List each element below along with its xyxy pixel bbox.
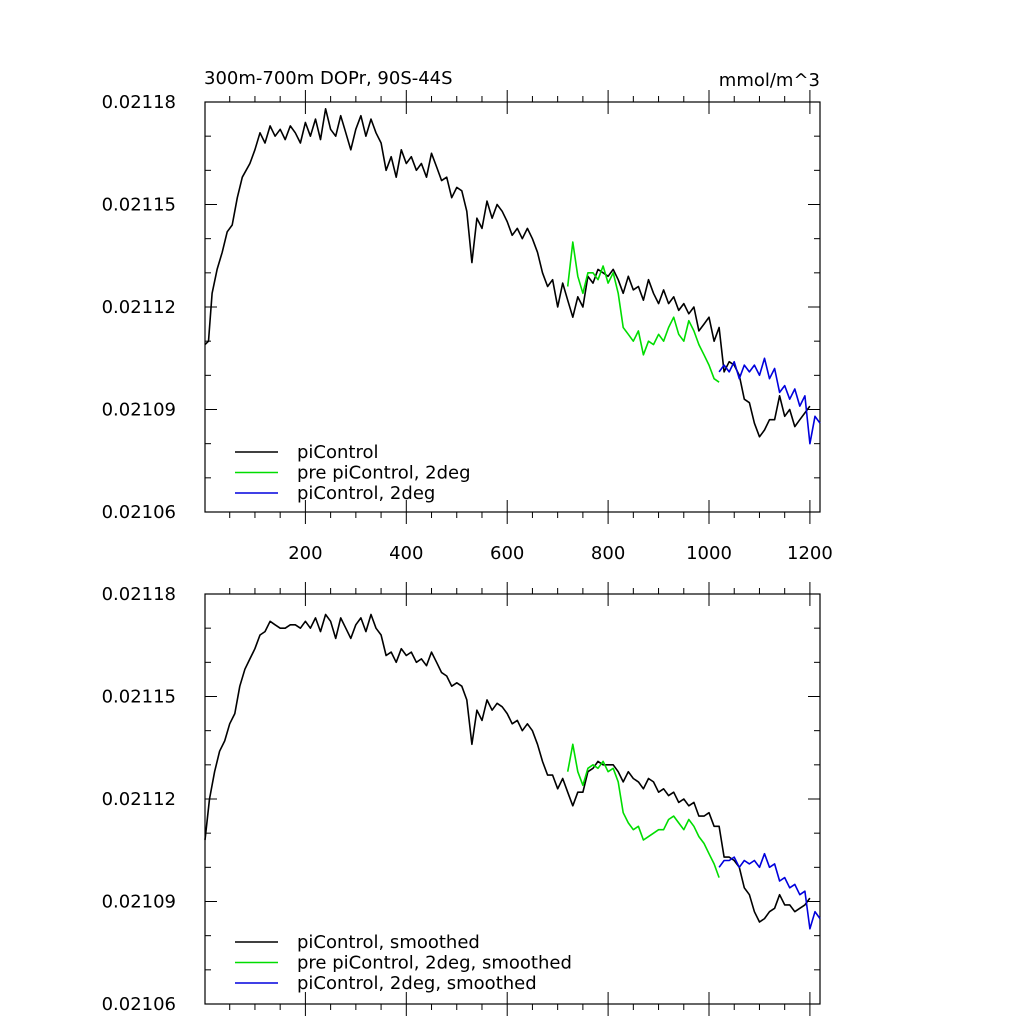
series-line-1: [204, 108, 811, 438]
series-layer: [204, 613, 821, 930]
y-tick-label: 0.02112: [102, 789, 176, 810]
legend-label: pre piControl, 2deg: [297, 463, 471, 484]
x-tick-label: 800: [591, 543, 625, 564]
series-line-2: [566, 743, 720, 878]
tick-layer: 0.02106 0.02109 0.02112 0.02115 0.02118 200 40…: [102, 90, 833, 564]
y-tick-label: 0.02109: [102, 400, 176, 421]
y-tick-label: 0.02106: [102, 994, 176, 1015]
series-line-2: [566, 241, 720, 383]
series-line-1: [204, 613, 811, 923]
y-tick-label: 0.02109: [102, 892, 176, 913]
x-tick-label: 400: [389, 543, 423, 564]
x-tick-label: 1200: [787, 543, 833, 564]
series-line-3: [718, 357, 821, 445]
series-layer: [204, 108, 821, 445]
series-line-3: [718, 852, 821, 930]
units-label: mmol/m^3: [719, 70, 820, 91]
legend-label: piControl: [297, 442, 379, 463]
tick-layer: 0.02106 0.02109 0.02112 0.02115 0.02118: [102, 582, 820, 1016]
x-tick-label: 1000: [686, 543, 732, 564]
legend-label: pre piControl, 2deg, smoothed: [297, 953, 572, 974]
y-tick-label: 0.02115: [102, 195, 176, 216]
y-tick-label: 0.02112: [102, 297, 176, 318]
y-tick-label: 0.02118: [102, 584, 176, 605]
chart-title: 300m-700m DOPr, 90S-44S: [204, 68, 453, 89]
legend-label: piControl, 2deg: [297, 483, 435, 504]
x-tick-label: 200: [288, 543, 322, 564]
y-tick-label: 0.02118: [102, 92, 176, 113]
x-tick-label: 600: [490, 543, 524, 564]
chart-bottom: 0.02106 0.02109 0.02112 0.02115 0.02118 piCo…: [102, 582, 821, 1016]
legend-label: piControl, 2deg, smoothed: [297, 973, 537, 994]
y-tick-label: 0.02115: [102, 687, 176, 708]
legend-label: piControl, smoothed: [297, 932, 480, 953]
chart-top: 300m-700m DOPr, 90S-44S mmol/m^3 0.02106…: [102, 68, 833, 564]
y-tick-label: 0.02106: [102, 502, 176, 523]
